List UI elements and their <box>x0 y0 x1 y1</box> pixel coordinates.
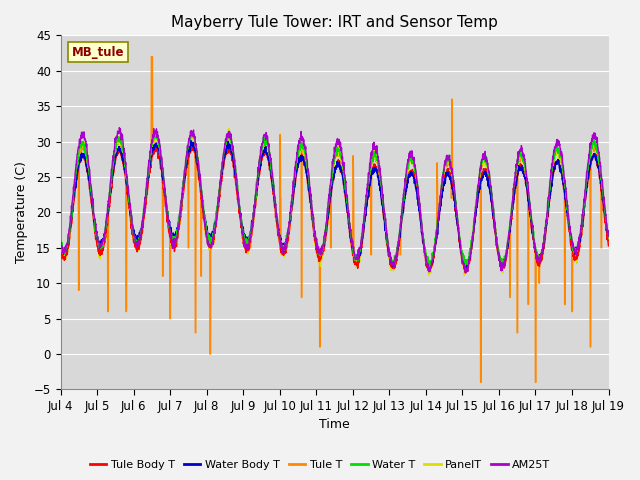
Tule Body T <box>572 254 580 260</box>
Y-axis label: Temperature (C): Temperature (C) <box>15 161 28 264</box>
Water Body T <box>494 247 502 252</box>
Water Body T <box>557 169 564 175</box>
Water Body T <box>57 238 65 244</box>
Tule Body T <box>362 206 370 212</box>
Tule T <box>148 54 156 60</box>
AM25T <box>605 233 612 239</box>
Tule Body T <box>462 270 470 276</box>
Tule Body T <box>494 250 502 255</box>
Water Body T <box>187 138 195 144</box>
PanelT <box>494 247 502 252</box>
Tule T <box>351 255 358 261</box>
Tule Body T <box>605 243 612 249</box>
X-axis label: Time: Time <box>319 419 350 432</box>
AM25T <box>462 270 470 276</box>
Water Body T <box>426 268 434 274</box>
PanelT <box>209 230 217 236</box>
Water T <box>426 266 434 272</box>
Tule Body T <box>351 259 358 265</box>
Legend: Tule Body T, Water Body T, Tule T, Water T, PanelT, AM25T: Tule Body T, Water Body T, Tule T, Water… <box>85 456 555 474</box>
Water T <box>57 240 65 246</box>
Water Body T <box>362 204 370 209</box>
Tule Body T <box>57 243 65 249</box>
Tule T <box>557 156 564 162</box>
Water Body T <box>210 227 218 232</box>
Water T <box>351 251 358 257</box>
AM25T <box>57 240 65 245</box>
Tule T <box>494 246 502 252</box>
AM25T <box>362 193 370 199</box>
AM25T <box>210 234 218 240</box>
Line: PanelT: PanelT <box>61 129 609 275</box>
AM25T <box>351 251 358 256</box>
Water T <box>494 245 502 251</box>
Tule T <box>57 242 65 248</box>
Water Body T <box>351 252 358 258</box>
PanelT <box>225 126 233 132</box>
Line: Water Body T: Water Body T <box>61 141 609 271</box>
AM25T <box>572 248 580 253</box>
Tule Body T <box>210 240 218 246</box>
Line: Tule Body T: Tule Body T <box>61 145 609 273</box>
Water T <box>152 129 160 134</box>
PanelT <box>57 243 65 249</box>
Tule T <box>210 232 218 238</box>
PanelT <box>425 272 433 278</box>
Water T <box>362 196 370 202</box>
Water T <box>557 153 564 159</box>
Tule Body T <box>557 163 564 168</box>
Water T <box>210 233 218 239</box>
Line: AM25T: AM25T <box>61 128 609 273</box>
Text: MB_tule: MB_tule <box>72 46 124 59</box>
Tule T <box>572 246 580 252</box>
PanelT <box>351 256 358 262</box>
AM25T <box>494 250 502 256</box>
Water T <box>572 249 580 255</box>
PanelT <box>557 154 564 159</box>
PanelT <box>605 242 612 248</box>
Line: Water T: Water T <box>61 132 609 269</box>
Title: Mayberry Tule Tower: IRT and Sensor Temp: Mayberry Tule Tower: IRT and Sensor Temp <box>171 15 498 30</box>
AM25T <box>116 125 124 131</box>
Water Body T <box>572 248 580 254</box>
Water T <box>605 235 612 240</box>
Line: Tule T: Tule T <box>61 57 609 383</box>
AM25T <box>557 146 564 152</box>
Water Body T <box>605 231 612 237</box>
Tule Body T <box>189 142 196 148</box>
PanelT <box>572 257 580 263</box>
Tule T <box>362 196 370 202</box>
PanelT <box>362 196 370 202</box>
Tule T <box>477 380 484 385</box>
Tule T <box>605 234 612 240</box>
